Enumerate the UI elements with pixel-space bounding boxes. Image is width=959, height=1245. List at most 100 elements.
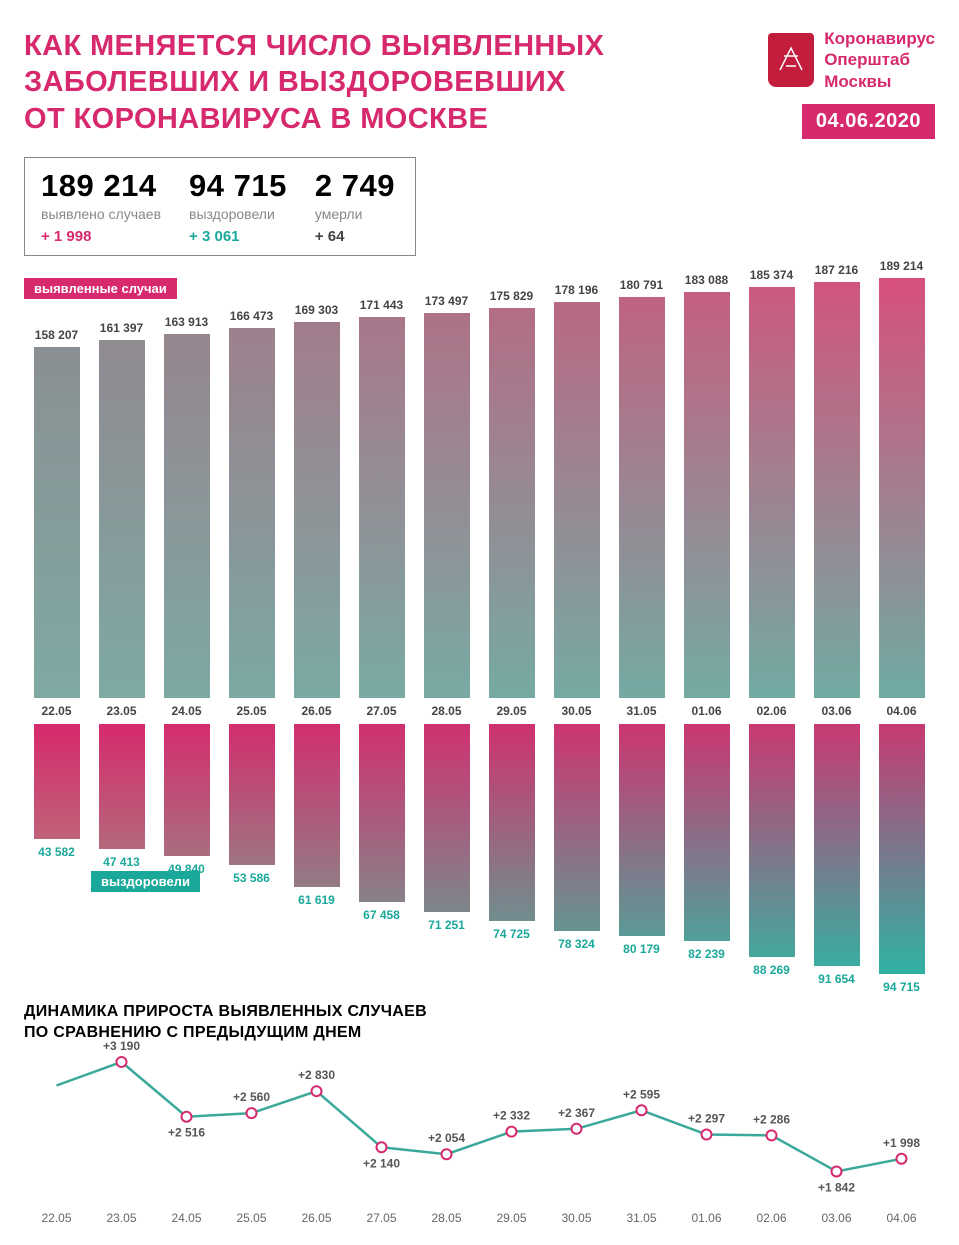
brand-text: КоронавирусОперштабМосквы (824, 28, 935, 92)
line-date-label: 31.05 (609, 1211, 674, 1225)
bar-recovered: 53 586 (219, 724, 284, 885)
bar-date-label: 27.05 (366, 704, 396, 718)
bar-cases: 180 791 (609, 278, 674, 698)
line-date-label: 26.05 (284, 1211, 349, 1225)
header: КАК МЕНЯЕТСЯ ЧИСЛО ВЫЯВЛЕННЫХЗАБОЛЕВШИХ … (24, 28, 935, 139)
bar-value-label: 183 088 (685, 273, 728, 287)
line-marker (247, 1108, 257, 1118)
bar-date-label: 02.06 (756, 704, 786, 718)
bar-recovered: 74 725 (479, 724, 544, 941)
bar-recovered: 78 324 (544, 724, 609, 951)
bar-cases: 175 829 (479, 289, 544, 698)
line-point-label: +2 830 (298, 1069, 335, 1083)
bar-date-label: 30.05 (561, 704, 591, 718)
bar-date-label: 24.05 (171, 704, 201, 718)
date-badge: 04.06.2020 (802, 104, 935, 139)
bar-value-label: 189 214 (880, 259, 923, 273)
line-chart: +3 190+2 516+2 560+2 830+2 140+2 054+2 3… (24, 1053, 935, 1203)
bar-value-label: 185 374 (750, 268, 793, 282)
stat-block: 94 715выздоровели+ 3 061 (189, 168, 287, 245)
line-date-label: 27.05 (349, 1211, 414, 1225)
line-date-label: 01.06 (674, 1211, 739, 1225)
line-marker (182, 1112, 192, 1122)
line-point-label: +2 516 (168, 1126, 205, 1140)
bar-date-label: 31.05 (626, 704, 656, 718)
bar-recovered: 49 840 (154, 724, 219, 876)
stat-delta: + 64 (315, 228, 395, 245)
bar-date-label: 29.05 (496, 704, 526, 718)
line-marker (117, 1057, 127, 1067)
bar-cases: 189 214 (869, 259, 934, 698)
bar-value-label: 82 239 (688, 947, 725, 961)
bar-value-label: 166 473 (230, 309, 273, 323)
line-point-label: +2 140 (363, 1157, 400, 1171)
bar-value-label: 158 207 (35, 328, 78, 342)
bar-date-label: 25.05 (236, 704, 266, 718)
stat-block: 189 214выявлено случаев+ 1 998 (41, 168, 161, 245)
line-point-label: +2 286 (753, 1113, 790, 1127)
line-chart-title: ДИНАМИКА ПРИРОСТА ВЫЯВЛЕННЫХ СЛУЧАЕВПО С… (24, 1002, 935, 1044)
bar-date-label: 23.05 (106, 704, 136, 718)
page-title: КАК МЕНЯЕТСЯ ЧИСЛО ВЫЯВЛЕННЫХЗАБОЛЕВШИХ … (24, 28, 604, 137)
line-date-label: 22.05 (24, 1211, 89, 1225)
bar-cases: 163 913 (154, 315, 219, 698)
line-point-label: +2 332 (493, 1109, 530, 1123)
bar-value-label: 169 303 (295, 303, 338, 317)
bar-recovered: 88 269 (739, 724, 804, 977)
bar-recovered: 91 654 (804, 724, 869, 986)
line-marker (702, 1130, 712, 1140)
stat-label: умерли (315, 206, 395, 222)
line-marker (377, 1143, 387, 1153)
bar-date-label: 26.05 (301, 704, 331, 718)
bar-value-label: 43 582 (38, 845, 75, 859)
bar-value-label: 61 619 (298, 893, 335, 907)
line-point-label: +2 297 (688, 1112, 725, 1126)
brand: КоронавирусОперштабМосквы (768, 28, 935, 92)
line-date-label: 23.05 (89, 1211, 154, 1225)
bar-date-label: 22.05 (41, 704, 71, 718)
line-point-label: +2 367 (558, 1106, 595, 1120)
bar-cases: 166 473 (219, 309, 284, 698)
line-date-label: 29.05 (479, 1211, 544, 1225)
bar-recovered: 43 582 (24, 724, 89, 859)
bar-date-label: 01.06 (691, 704, 721, 718)
bar-value-label: 80 179 (623, 942, 660, 956)
bar-recovered: 80 179 (609, 724, 674, 956)
bar-value-label: 71 251 (428, 918, 465, 932)
bar-value-label: 171 443 (360, 298, 403, 312)
bar-value-label: 163 913 (165, 315, 208, 329)
bar-recovered: 94 715 (869, 724, 934, 994)
line-chart-dates: 22.0523.0524.0525.0526.0527.0528.0529.05… (24, 1211, 935, 1225)
line-marker (442, 1150, 452, 1160)
bar-cases: 158 207 (24, 328, 89, 698)
bar-cases: 187 216 (804, 263, 869, 698)
bar-recovered: 61 619 (284, 724, 349, 907)
bar-value-label: 78 324 (558, 937, 595, 951)
bar-value-label: 88 269 (753, 963, 790, 977)
line-marker (507, 1127, 517, 1137)
bar-recovered: 71 251 (414, 724, 479, 932)
line-marker (637, 1106, 647, 1116)
line-point-label: +2 595 (623, 1088, 660, 1102)
bar-chart: выявленные случаи 158 207161 397163 9131… (24, 278, 935, 974)
stat-label: выявлено случаев (41, 206, 161, 222)
bar-recovered: 82 239 (674, 724, 739, 961)
line-point-label: +1 998 (883, 1136, 920, 1150)
line-marker (572, 1124, 582, 1134)
line-marker (832, 1167, 842, 1177)
line-point-label: +2 054 (428, 1132, 465, 1146)
bar-cases: 185 374 (739, 268, 804, 698)
line-marker (897, 1154, 907, 1164)
bar-cases: 161 397 (89, 321, 154, 698)
line-date-label: 25.05 (219, 1211, 284, 1225)
line-date-label: 24.05 (154, 1211, 219, 1225)
stat-delta: + 3 061 (189, 228, 287, 245)
stat-value: 94 715 (189, 168, 287, 204)
bar-date-label: 04.06 (886, 704, 916, 718)
line-date-label: 03.06 (804, 1211, 869, 1225)
bar-value-label: 178 196 (555, 283, 598, 297)
bar-value-label: 53 586 (233, 871, 270, 885)
bar-cases: 169 303 (284, 303, 349, 698)
bar-value-label: 161 397 (100, 321, 143, 335)
line-marker (312, 1087, 322, 1097)
